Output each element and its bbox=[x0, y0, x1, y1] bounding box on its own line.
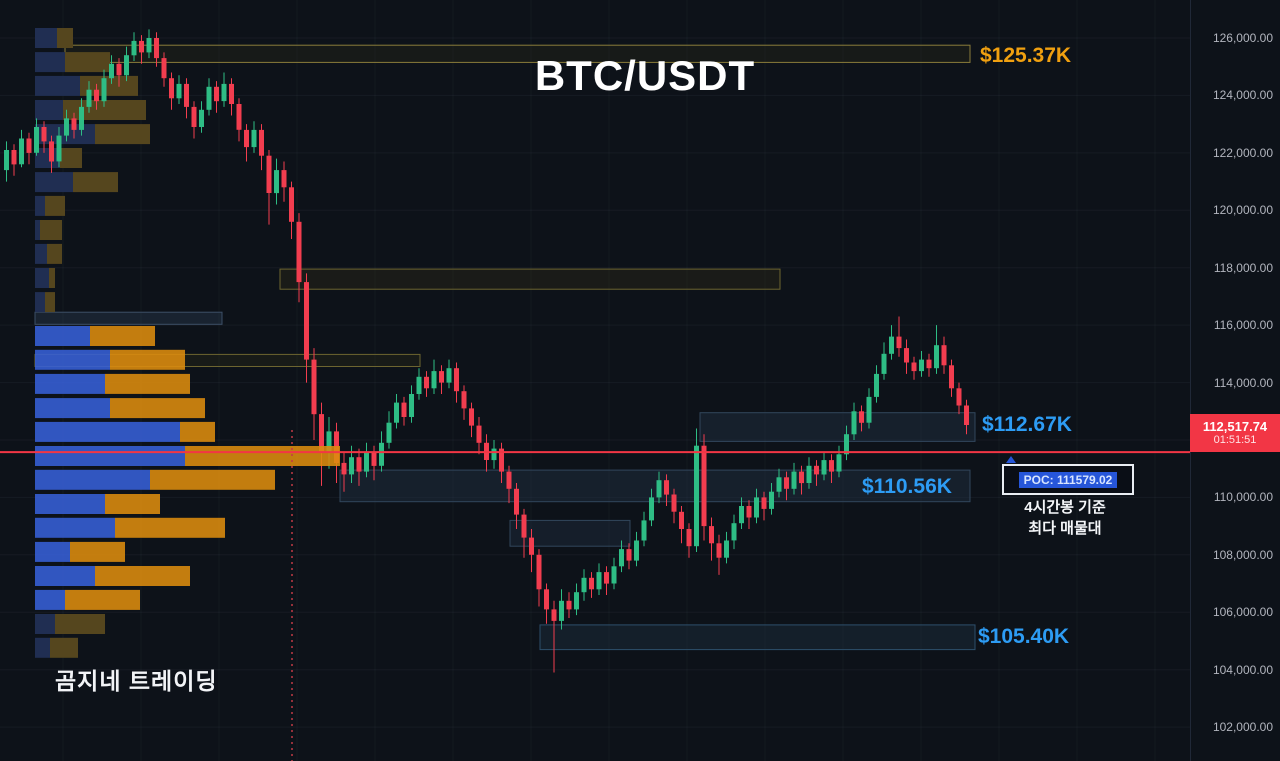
price-tick-label: 106,000.00 bbox=[1212, 605, 1273, 619]
watermark: 곰지네 트레이딩 bbox=[55, 668, 218, 694]
candlestick-series bbox=[4, 29, 969, 673]
symbol-title: BTC/USDT bbox=[534, 52, 756, 99]
chart-canvas bbox=[0, 28, 1190, 761]
price-level-label: $110.56K bbox=[862, 475, 952, 498]
supply-demand-zones bbox=[34, 44, 976, 651]
poc-note-line2: 최다 매물대 bbox=[1028, 520, 1102, 537]
price-tick-label: 124,000.00 bbox=[1212, 88, 1273, 102]
price-tick-label: 108,000.00 bbox=[1212, 548, 1273, 562]
poc-arrow-icon bbox=[1006, 456, 1016, 463]
poc-label: POC: 111579.02 bbox=[1018, 471, 1118, 488]
price-level-label: $112.67K bbox=[982, 413, 1072, 436]
poc-note: 4시간봉 기준 최다 매물대 bbox=[1024, 497, 1106, 539]
price-tick-label: 120,000.00 bbox=[1212, 203, 1273, 217]
price-tick-label: 102,000.00 bbox=[1212, 720, 1273, 734]
price-level-label: $125.37K bbox=[980, 44, 1072, 67]
poc-label-box: POC: 111579.02 bbox=[1002, 464, 1134, 495]
volume-profile-main bbox=[35, 326, 340, 610]
price-level-label: $105.40K bbox=[978, 625, 1070, 648]
price-axis[interactable]: 126,000.00 124,000.00 122,000.00 120,000.00… bbox=[1190, 0, 1280, 761]
poc-note-line1: 4시간봉 기준 bbox=[1024, 499, 1106, 516]
current-price-badge: 112,517.74 01:51:51 bbox=[1190, 414, 1280, 452]
price-tick-label: 122,000.00 bbox=[1212, 146, 1273, 160]
price-tick-label: 116,000.00 bbox=[1213, 318, 1273, 332]
price-tick-label: 126,000.00 bbox=[1212, 31, 1273, 45]
last-price: 112,517.74 bbox=[1202, 419, 1268, 434]
price-tick-label: 104,000.00 bbox=[1212, 663, 1273, 677]
price-tick-label: 118,000.00 bbox=[1213, 261, 1273, 275]
bar-countdown: 01:51:51 bbox=[1213, 434, 1257, 446]
chart-pane[interactable] bbox=[0, 0, 1190, 761]
price-tick-label: 114,000.00 bbox=[1213, 376, 1273, 390]
price-tick-label: 110,000.00 bbox=[1213, 490, 1273, 504]
